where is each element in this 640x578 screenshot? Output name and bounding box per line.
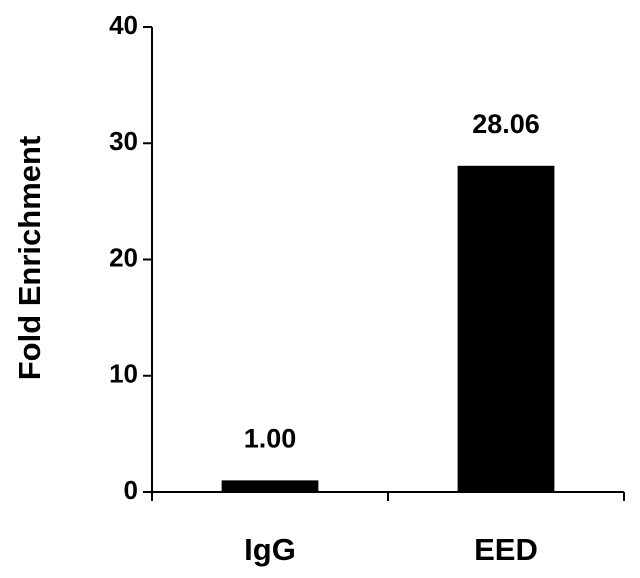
bar xyxy=(221,480,319,492)
bar xyxy=(457,165,555,493)
y-axis-label: Fold Enrichment xyxy=(12,136,47,381)
x-tick-label: EED xyxy=(474,532,538,567)
value-label: 28.06 xyxy=(472,109,540,139)
value-label: 1.00 xyxy=(244,424,297,454)
x-tick-label: IgG xyxy=(244,532,296,567)
y-tick-label: 10 xyxy=(109,359,138,389)
y-tick-label: 0 xyxy=(124,475,138,505)
y-tick-label: 30 xyxy=(109,126,138,156)
y-tick-label: 40 xyxy=(109,10,138,40)
y-tick-label: 20 xyxy=(109,242,138,272)
